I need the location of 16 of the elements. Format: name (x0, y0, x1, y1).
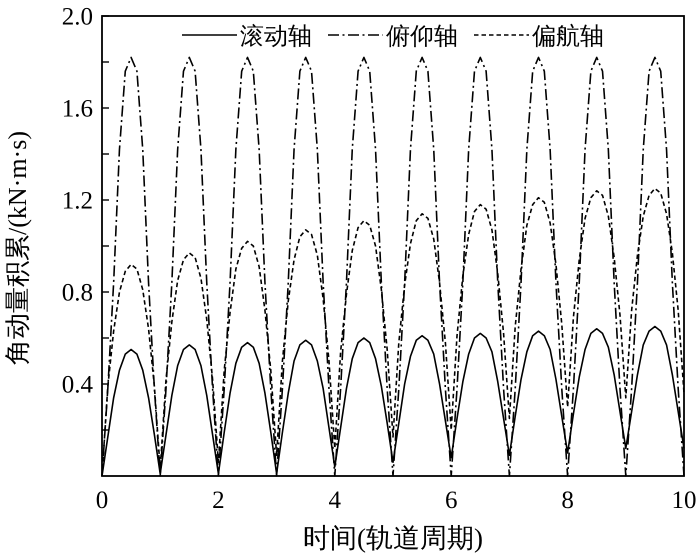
y-tick-label: 2.0 (62, 4, 93, 30)
x-axis-title: 时间(轨道周期) (303, 523, 483, 553)
y-tick-label: 1.6 (62, 96, 93, 122)
y-tick-label: 1.2 (62, 188, 93, 214)
x-tick-label: 4 (328, 487, 342, 514)
x-tick-label: 2 (212, 487, 225, 514)
x-tick-label: 8 (561, 487, 574, 514)
x-tick-label: 10 (672, 487, 696, 514)
y-tick-label: 0.8 (62, 280, 93, 306)
x-tick-label: 6 (444, 487, 458, 514)
legend-label: 滚动轴 (240, 23, 312, 50)
legend-label: 俯仰轴 (386, 24, 458, 50)
legend-label: 偏航轴 (532, 23, 604, 50)
y-tick-label: 0.4 (62, 372, 94, 398)
x-tick-label: 0 (96, 487, 108, 514)
y-axis-title: 角动量积累/(kN·m·s) (3, 131, 32, 365)
